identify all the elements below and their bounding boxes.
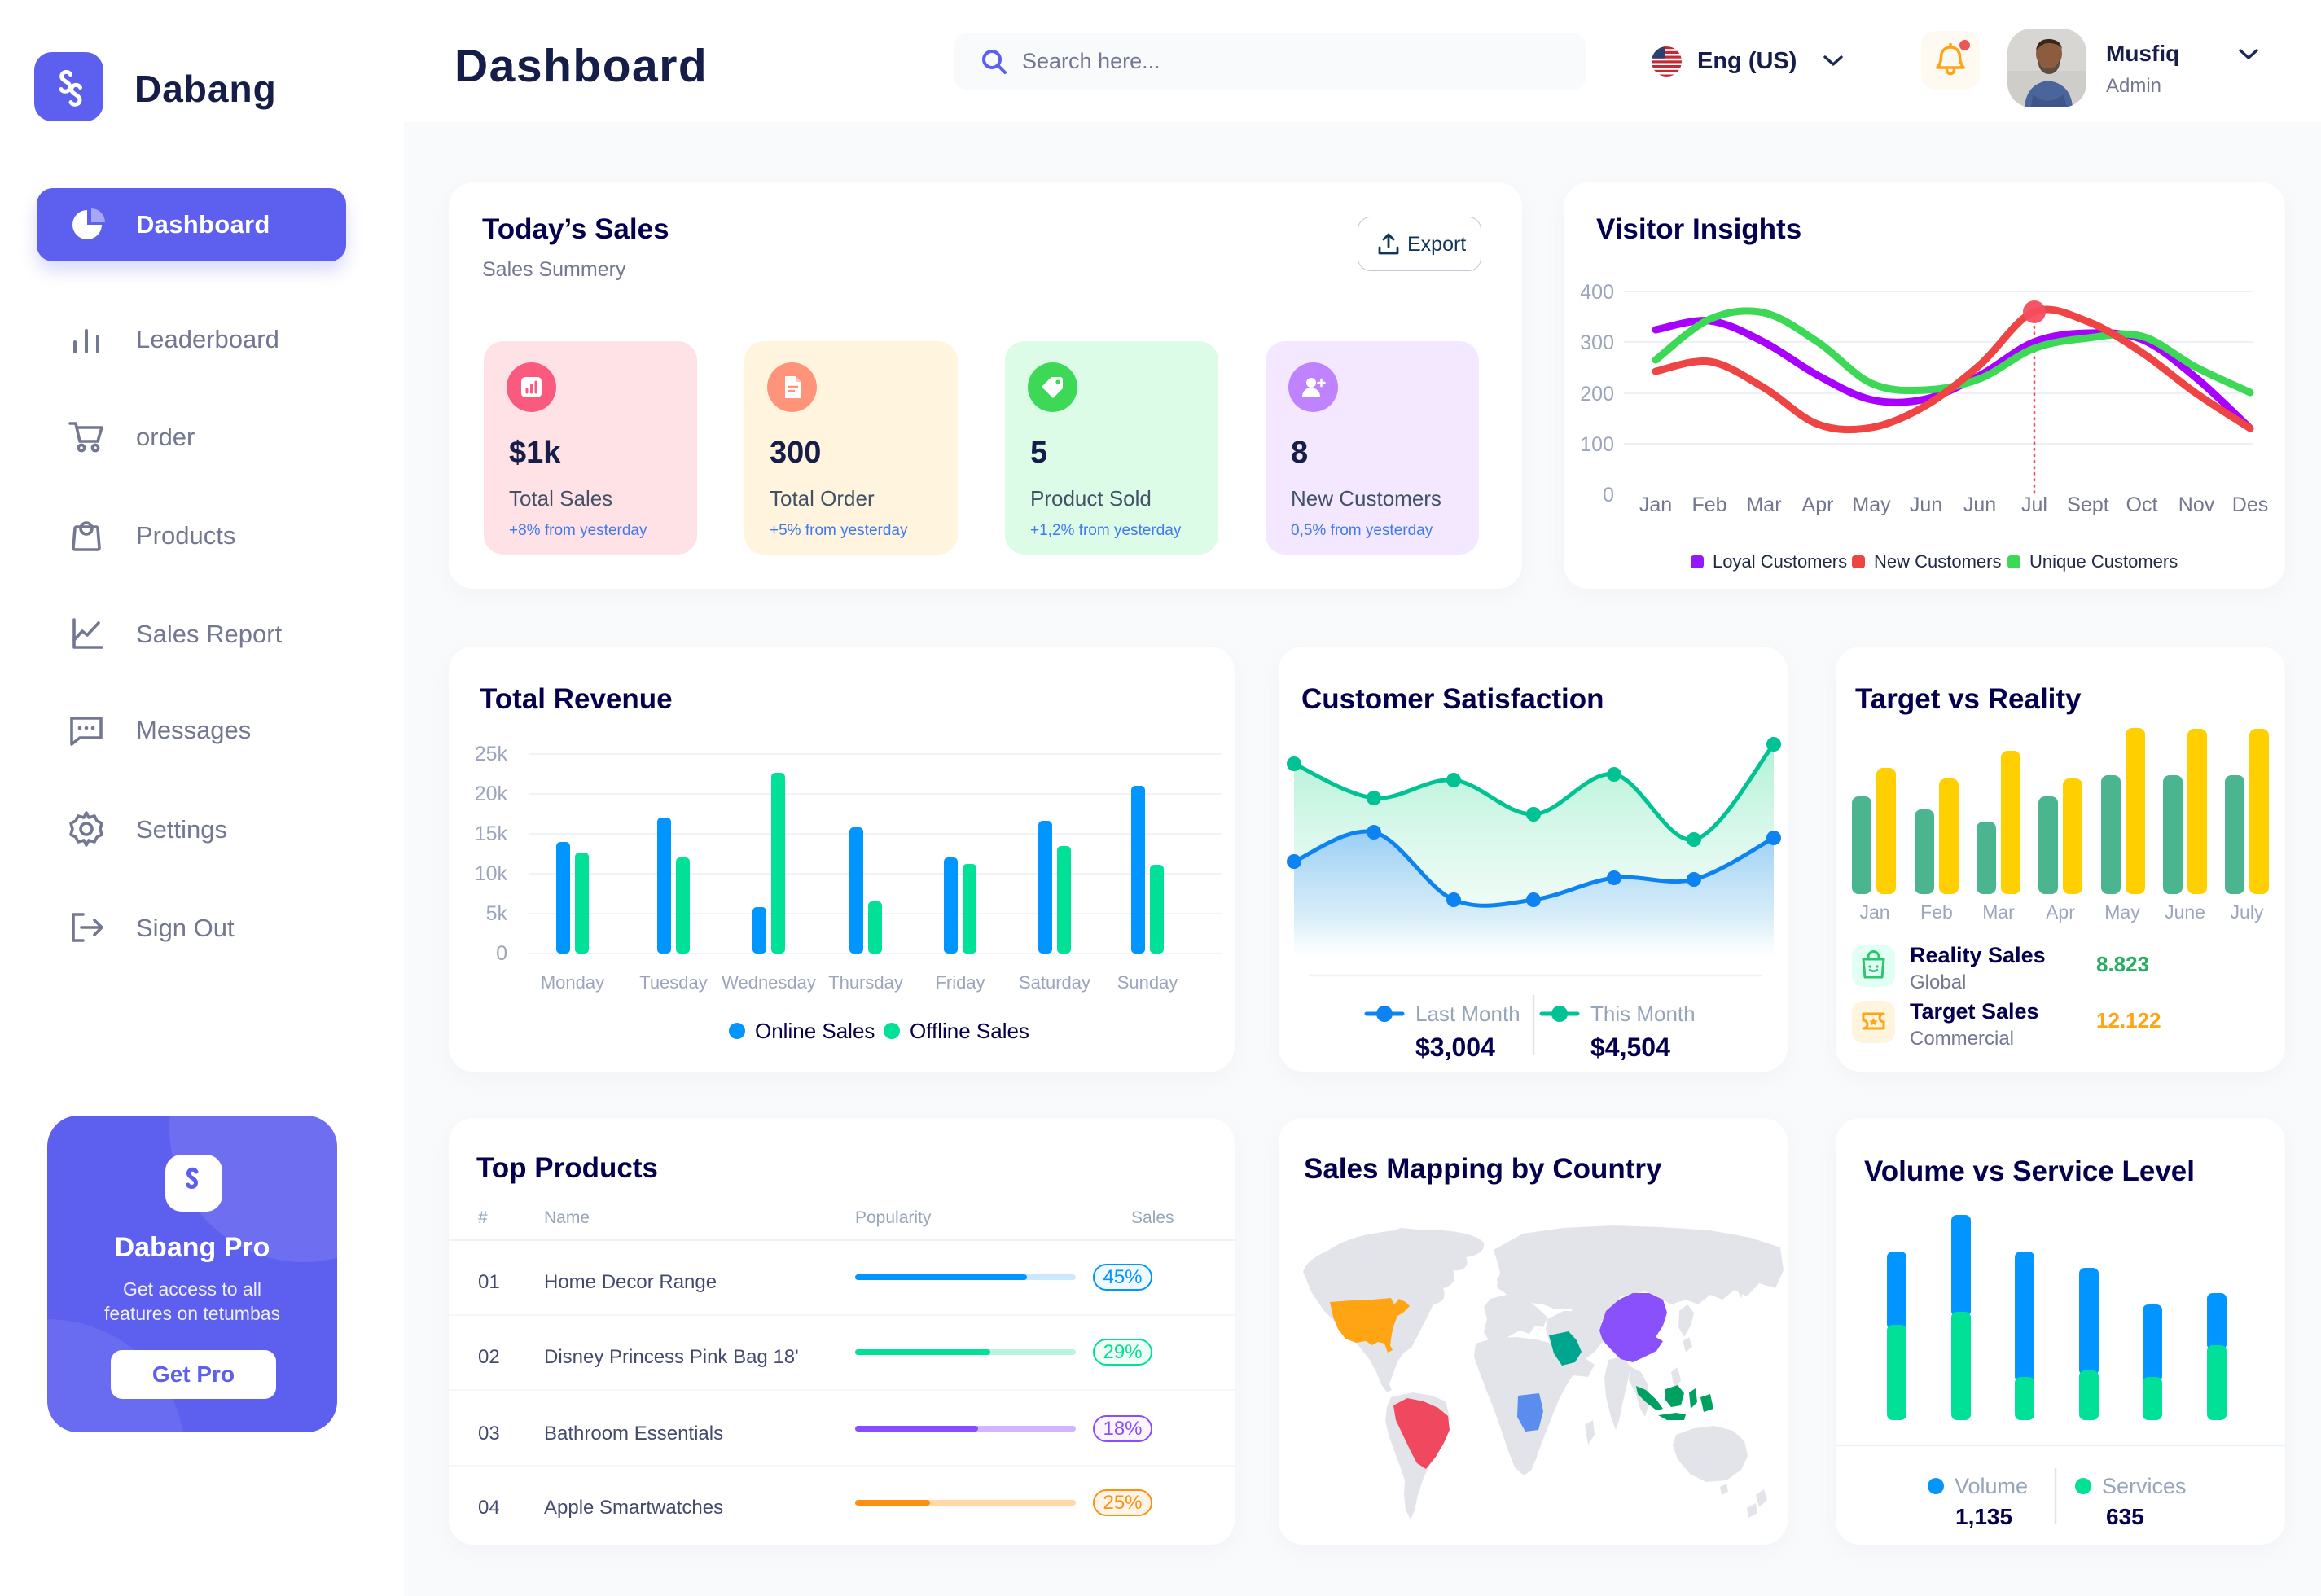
svg-text:Volume: Volume (1955, 1474, 2028, 1498)
svg-text:This Month: This Month (1590, 1002, 1696, 1026)
svg-text:Online Sales: Online Sales (755, 1019, 875, 1043)
svg-text:200: 200 (1580, 383, 1614, 406)
svg-text:635: 635 (2106, 1504, 2144, 1529)
svg-text:Reality Sales: Reality Sales (1910, 943, 2046, 967)
svg-text:20k: 20k (475, 783, 508, 805)
svg-text:10k: 10k (475, 862, 508, 885)
svg-text:Offline Sales: Offline Sales (910, 1019, 1029, 1043)
svg-text:July: July (2231, 901, 2264, 923)
svg-text:1,135: 1,135 (1955, 1504, 2012, 1529)
svg-text:Apr: Apr (1802, 493, 1834, 516)
svg-text:15k: 15k (475, 822, 508, 845)
svg-text:Jan: Jan (1639, 493, 1672, 516)
svg-text:June: June (2165, 901, 2205, 923)
svg-text:Jun: Jun (1910, 493, 1942, 516)
svg-text:8.823: 8.823 (2096, 952, 2149, 976)
svg-text:Unique Customers: Unique Customers (2029, 551, 2178, 572)
svg-text:300: 300 (1580, 331, 1614, 354)
svg-text:12.122: 12.122 (2096, 1008, 2161, 1033)
svg-text:May: May (2104, 901, 2140, 923)
svg-text:0: 0 (496, 942, 507, 965)
svg-text:0: 0 (1603, 484, 1614, 506)
svg-text:May: May (1852, 493, 1891, 516)
svg-text:Saturday: Saturday (1019, 972, 1090, 993)
svg-text:Loyal Customers: Loyal Customers (1713, 551, 1847, 572)
svg-text:Thursday: Thursday (828, 972, 903, 993)
svg-text:Services: Services (2102, 1474, 2187, 1498)
svg-text:Monday: Monday (541, 972, 604, 993)
svg-text:Oct: Oct (2126, 493, 2158, 516)
svg-text:Last Month: Last Month (1415, 1002, 1520, 1026)
svg-text:Sept: Sept (2067, 493, 2108, 516)
svg-text:Commercial: Commercial (1910, 1028, 2014, 1050)
svg-text:$4,504: $4,504 (1590, 1033, 1670, 1062)
svg-text:5k: 5k (486, 902, 508, 925)
svg-text:Wednesday: Wednesday (722, 972, 816, 993)
svg-text:New Customers: New Customers (1874, 551, 2001, 572)
svg-text:Feb: Feb (1691, 493, 1726, 516)
svg-text:Nov: Nov (2178, 493, 2215, 516)
svg-text:Jun: Jun (1963, 493, 1996, 516)
svg-text:25k: 25k (475, 743, 508, 765)
svg-text:Tuesday: Tuesday (639, 972, 708, 993)
svg-text:Target Sales: Target Sales (1910, 999, 2039, 1024)
svg-text:Apr: Apr (2046, 901, 2075, 923)
svg-text:400: 400 (1580, 281, 1614, 304)
svg-text:Friday: Friday (935, 972, 985, 993)
svg-text:Sunday: Sunday (1117, 972, 1178, 993)
svg-text:Global: Global (1910, 971, 1966, 993)
svg-text:Mar: Mar (1746, 493, 1781, 516)
svg-text:Feb: Feb (1920, 901, 1953, 923)
svg-text:Des: Des (2232, 493, 2268, 516)
svg-text:Jul: Jul (2021, 493, 2047, 516)
svg-text:Mar: Mar (1982, 901, 2015, 923)
svg-text:$3,004: $3,004 (1415, 1033, 1495, 1062)
svg-text:100: 100 (1580, 433, 1614, 456)
svg-text:Jan: Jan (1859, 901, 1889, 923)
